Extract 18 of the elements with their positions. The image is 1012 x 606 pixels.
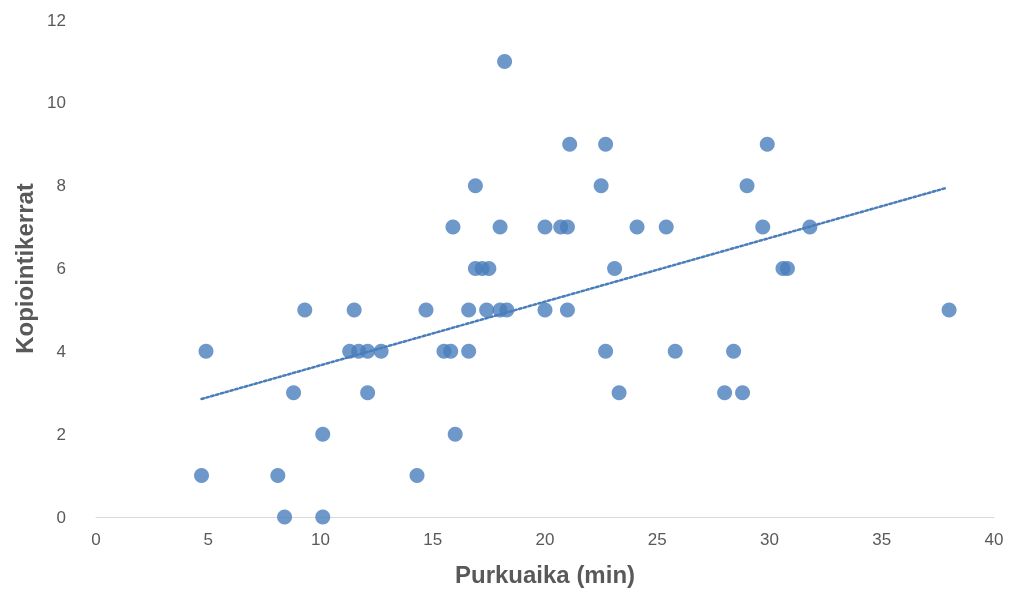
y-tick-label: 2 bbox=[56, 424, 66, 444]
y-tick-label: 0 bbox=[56, 507, 66, 527]
y-tick-label: 6 bbox=[56, 259, 66, 278]
x-tick-label: 5 bbox=[203, 530, 213, 549]
x-tick-label: 15 bbox=[423, 530, 443, 549]
x-tick-label: 35 bbox=[872, 530, 892, 549]
x-tick-label: 20 bbox=[535, 530, 555, 549]
y-tick-label: 8 bbox=[56, 176, 66, 196]
y-axis-title: Kopiointikerrat bbox=[10, 183, 38, 354]
x-tick-label: 25 bbox=[647, 530, 667, 549]
x-tick-label: 30 bbox=[760, 530, 779, 549]
y-tick-label: 4 bbox=[56, 341, 66, 361]
x-tick-label: 10 bbox=[311, 530, 330, 549]
y-tick-label: 12 bbox=[47, 10, 66, 30]
x-tick-label: 40 bbox=[984, 530, 1004, 549]
x-tick-label: 0 bbox=[91, 530, 101, 549]
y-tick-label: 10 bbox=[47, 93, 66, 113]
x-axis-title: Purkuaika (min) bbox=[454, 560, 636, 588]
